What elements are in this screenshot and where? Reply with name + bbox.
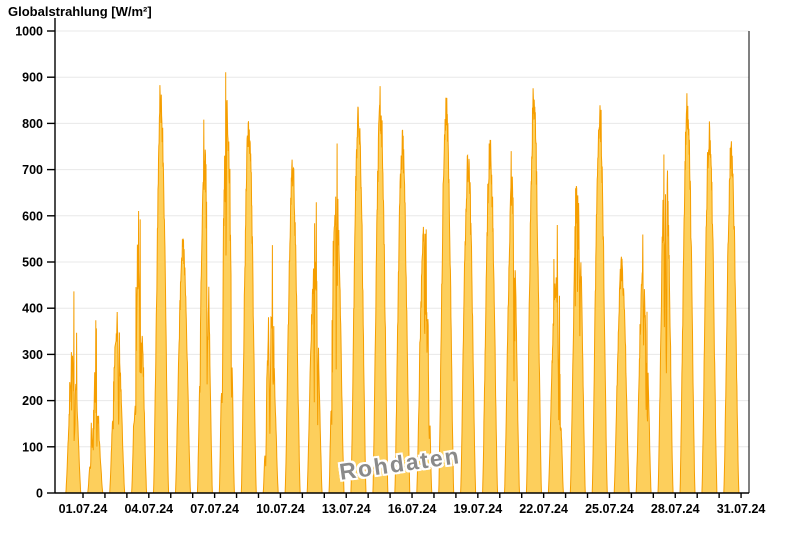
day-area xyxy=(284,159,301,494)
day-area xyxy=(591,105,608,494)
day-area xyxy=(65,291,82,494)
day-area xyxy=(657,154,674,494)
day-area xyxy=(460,154,477,494)
x-tick-label: 01.07.24 xyxy=(59,502,108,516)
day-area xyxy=(196,119,213,494)
x-axis-ticks: 01.07.24 04.07.24 07.07.24 10.07.24 13.07.24… xyxy=(59,493,766,516)
day-area xyxy=(131,210,148,494)
y-tick-label: 700 xyxy=(22,163,43,177)
y-tick-label: 200 xyxy=(22,394,43,408)
day-area xyxy=(372,86,389,494)
x-tick-label: 28.07.24 xyxy=(651,502,700,516)
day-area xyxy=(635,234,652,494)
chart-title: Globalstrahlung [W/m²] xyxy=(8,4,152,19)
day-area xyxy=(701,121,718,494)
day-area xyxy=(109,311,126,494)
day-area xyxy=(547,224,564,494)
day-area xyxy=(350,106,367,494)
day-area xyxy=(438,97,455,494)
x-tick-label: 16.07.24 xyxy=(388,502,437,516)
day-area xyxy=(613,256,630,494)
y-tick-label: 100 xyxy=(22,440,43,454)
day-area xyxy=(482,139,499,494)
x-tick-label: 25.07.24 xyxy=(585,502,634,516)
y-tick-label: 300 xyxy=(22,348,43,362)
y-tick-label: 600 xyxy=(22,209,43,223)
x-tick-label: 10.07.24 xyxy=(256,502,305,516)
y-tick-label: 900 xyxy=(22,71,43,85)
day-area xyxy=(218,72,235,494)
y-tick-label: 800 xyxy=(22,117,43,131)
y-tick-label: 0 xyxy=(36,487,43,501)
day-area xyxy=(416,226,433,494)
series-globalstrahlung xyxy=(65,72,740,494)
day-area xyxy=(262,245,279,494)
day-area xyxy=(569,185,586,494)
y-axis-ticks: 0 100 200 300 400 500 600 700 800 900 1000 xyxy=(15,25,55,501)
x-tick-label: 04.07.24 xyxy=(124,502,173,516)
day-area xyxy=(175,238,191,494)
day-area xyxy=(328,143,345,494)
x-tick-label: 19.07.24 xyxy=(454,502,503,516)
day-area xyxy=(525,88,542,494)
day-area xyxy=(87,320,104,494)
y-tick-label: 1000 xyxy=(15,25,43,39)
x-tick-label: 07.07.24 xyxy=(190,502,239,516)
day-area xyxy=(153,85,170,494)
x-tick-label: 13.07.24 xyxy=(322,502,371,516)
day-area xyxy=(679,93,696,494)
day-area xyxy=(240,121,257,494)
y-tick-label: 500 xyxy=(22,256,43,270)
day-area xyxy=(306,202,323,494)
day-area xyxy=(394,129,411,494)
x-tick-label: 22.07.24 xyxy=(519,502,568,516)
x-tick-label: 31.07.24 xyxy=(717,502,766,516)
day-area xyxy=(504,151,520,494)
y-tick-label: 400 xyxy=(22,302,43,316)
day-area xyxy=(723,141,740,494)
